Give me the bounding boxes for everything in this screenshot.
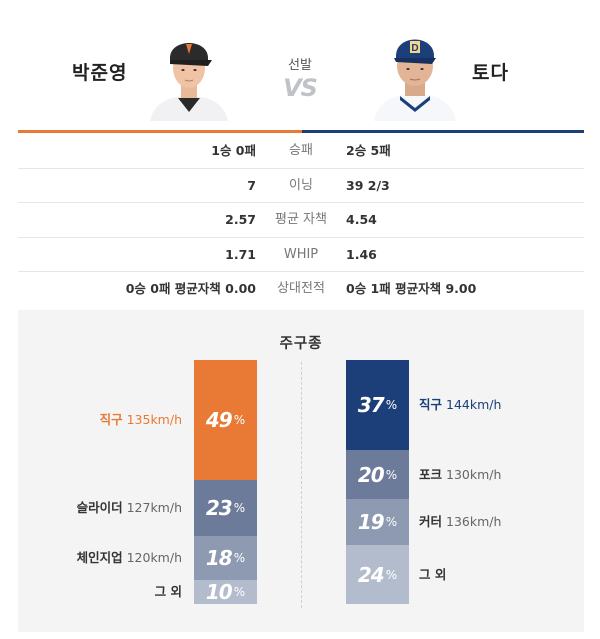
left-pitch-label-1: 직구 135km/h bbox=[100, 412, 182, 428]
pitch-name: 그 외 bbox=[154, 583, 182, 599]
pitch-speed: 120km/h bbox=[122, 549, 182, 565]
pitch-name: 슬라이더 bbox=[76, 499, 123, 515]
pitch-speed: 136km/h bbox=[442, 514, 502, 530]
left-pitch-bar-4: 10% bbox=[194, 579, 257, 604]
stat-left-value: 1.71 bbox=[225, 246, 256, 262]
percent-sign: % bbox=[385, 398, 398, 413]
right-accent-divider bbox=[302, 130, 584, 133]
stat-left-value: 2.57 bbox=[225, 212, 256, 227]
stat-label: 승패 bbox=[289, 143, 313, 158]
left-pitch-label-3: 체인지업 120km/h bbox=[77, 550, 182, 566]
stat-right-value: 4.54 bbox=[346, 212, 377, 227]
pitch-name: 그 외 bbox=[419, 566, 447, 582]
pitch-mix-panel: 주구종 49% 직구 135km/h 23% 슬라이더 127km/h 18% 체인지업 … bbox=[18, 310, 584, 632]
stat-right-value: 1.46 bbox=[346, 246, 377, 262]
stat-label: 평균 자책 bbox=[275, 212, 327, 227]
pitch-name: 커터 bbox=[419, 514, 443, 530]
stat-row-innings: 7 이닝 39 2/3 bbox=[18, 169, 584, 203]
percent-sign: % bbox=[385, 515, 398, 530]
pitch-percentage: 24 bbox=[357, 562, 385, 587]
pitch-name: 직구 bbox=[419, 397, 443, 413]
stat-label: 이닝 bbox=[289, 177, 313, 193]
left-pitch-label-2: 슬라이더 127km/h bbox=[77, 500, 182, 516]
pitch-percentage: 10 bbox=[205, 579, 233, 604]
starter-label: 선발 bbox=[288, 58, 312, 73]
pitch-percentage: 49 bbox=[205, 407, 233, 432]
pitch-percentage: 23 bbox=[205, 495, 233, 520]
right-player-photo: D bbox=[374, 24, 456, 121]
left-player-photo bbox=[148, 24, 230, 121]
percent-sign: % bbox=[385, 467, 398, 482]
pitch-speed: 127km/h bbox=[122, 499, 182, 515]
pitch-speed: 130km/h bbox=[442, 466, 502, 482]
percent-sign: % bbox=[233, 500, 246, 515]
right-player-name: 토다 bbox=[472, 62, 509, 84]
stats-table: 1승 0패 승패 2승 5패 7 이닝 39 2/3 2.57 평균 자책 4.… bbox=[18, 134, 584, 307]
right-pitch-label-4: 그 외 bbox=[419, 567, 446, 583]
pitch-percentage: 19 bbox=[357, 510, 385, 535]
stat-right-value: 39 2/3 bbox=[346, 177, 390, 193]
right-pitch-bar-1: 37% bbox=[346, 360, 409, 451]
pitch-name: 체인지업 bbox=[76, 549, 123, 565]
stat-right-value: 0승 1패 평균자책 9.00 bbox=[346, 281, 477, 296]
percent-sign: % bbox=[233, 412, 246, 427]
right-pitch-label-2: 포크 130km/h bbox=[419, 467, 501, 483]
left-pitch-bar-1: 49% bbox=[194, 360, 257, 480]
vs-label: VS bbox=[283, 74, 318, 102]
pitch-mix-title: 주구종 bbox=[279, 336, 323, 352]
pitch-percentage: 37 bbox=[357, 393, 385, 418]
right-pitch-bar-2: 20% bbox=[346, 450, 409, 500]
stat-label: WHIP bbox=[283, 246, 319, 262]
percent-sign: % bbox=[233, 550, 246, 565]
left-pitch-bar-3: 18% bbox=[194, 535, 257, 580]
matchup-header: 박준영 선발 VS D bbox=[0, 0, 600, 130]
left-player-name: 박준영 bbox=[72, 62, 128, 84]
stat-right-value: 2승 5패 bbox=[346, 143, 391, 158]
svg-text:D: D bbox=[411, 43, 418, 54]
pitch-percentage: 20 bbox=[357, 462, 385, 487]
stat-left-value: 0승 0패 평균자책 0.00 bbox=[125, 281, 256, 296]
right-pitch-bar-4: 24% bbox=[346, 545, 409, 604]
left-pitch-label-4: 그 외 bbox=[155, 584, 182, 600]
stat-label: 상대전적 bbox=[277, 281, 325, 296]
pitch-name: 직구 bbox=[99, 411, 123, 427]
pitch-speed: 135km/h bbox=[122, 411, 182, 427]
stat-row-era: 2.57 평균 자책 4.54 bbox=[18, 203, 584, 238]
left-accent-divider bbox=[18, 130, 302, 133]
pitch-name: 포크 bbox=[419, 466, 443, 482]
stat-row-head-to-head: 0승 0패 평균자책 0.00 상대전적 0승 1패 평균자책 9.00 bbox=[18, 272, 584, 307]
stat-row-record: 1승 0패 승패 2승 5패 bbox=[18, 134, 584, 169]
percent-sign: % bbox=[233, 584, 246, 599]
right-pitch-bar-3: 19% bbox=[346, 499, 409, 546]
percent-sign: % bbox=[385, 567, 398, 582]
left-pitch-bar-2: 23% bbox=[194, 479, 257, 536]
center-divider bbox=[301, 362, 302, 608]
right-pitch-label-3: 커터 136km/h bbox=[419, 514, 501, 530]
stat-row-whip: 1.71 WHIP 1.46 bbox=[18, 238, 584, 272]
right-pitch-label-1: 직구 144km/h bbox=[419, 397, 501, 413]
stat-left-value: 1승 0패 bbox=[211, 143, 256, 158]
stat-left-value: 7 bbox=[247, 177, 256, 193]
pitch-speed: 144km/h bbox=[442, 397, 502, 413]
pitch-percentage: 18 bbox=[205, 545, 233, 570]
